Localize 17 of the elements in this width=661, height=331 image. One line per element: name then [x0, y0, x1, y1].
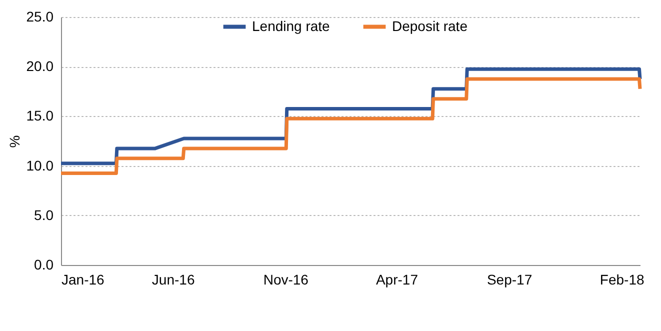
x-tick-label: Apr-17: [376, 272, 418, 288]
y-tick-label: 25.0: [26, 8, 54, 24]
x-tick-label: Sep-17: [486, 272, 532, 288]
y-axis-title: %: [6, 135, 22, 148]
x-tick-label: Jan-16: [62, 272, 105, 288]
y-tick-label: 0.0: [34, 256, 54, 272]
y-tick-label: 15.0: [26, 108, 54, 124]
y-tick-label: 5.0: [34, 206, 54, 223]
line-series: [59, 67, 642, 166]
legend-label: Deposit rate: [392, 18, 468, 34]
x-tick-label: Feb-18: [600, 272, 644, 288]
y-tick-label: 10.0: [26, 157, 54, 174]
x-tick-label: Jun-16: [152, 272, 195, 288]
line-series: [59, 77, 642, 175]
x-tick-label: Nov-16: [263, 272, 309, 288]
y-tick-label: 20.0: [26, 58, 54, 74]
legend-label: Lending rate: [252, 18, 330, 34]
